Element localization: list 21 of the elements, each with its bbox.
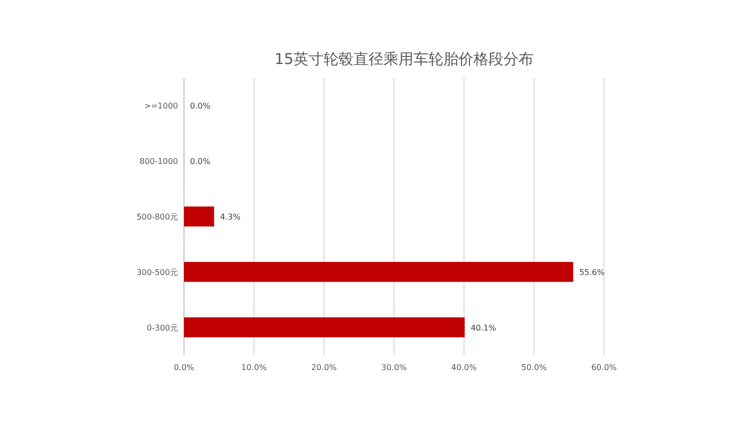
x-tick-label: 50.0% bbox=[521, 363, 548, 372]
y-tick-label: 300-500元 bbox=[136, 268, 178, 277]
data-label: 0.0% bbox=[190, 157, 211, 166]
x-tick-label: 30.0% bbox=[381, 363, 408, 372]
chart-title: 15英寸轮毂直径乘用车轮胎价格段分布 bbox=[274, 50, 534, 68]
y-tick-label: 800-1000 bbox=[139, 157, 178, 166]
data-label: 55.6% bbox=[579, 268, 606, 277]
data-label: 0.0% bbox=[190, 102, 211, 111]
bar bbox=[184, 317, 465, 338]
y-tick-label: 0-300元 bbox=[146, 323, 178, 332]
x-tick-label: 40.0% bbox=[451, 363, 478, 372]
x-tick-label: 20.0% bbox=[311, 363, 338, 372]
data-label: 4.3% bbox=[220, 212, 241, 222]
data-label: 40.1% bbox=[470, 323, 497, 332]
bar bbox=[184, 206, 214, 226]
y-tick-label: 500-800元 bbox=[136, 212, 178, 222]
x-tick-label: 10.0% bbox=[241, 363, 268, 372]
y-tick-label: >=1000 bbox=[144, 102, 178, 111]
x-tick-label: 0.0% bbox=[174, 363, 195, 372]
x-tick-label: 60.0% bbox=[591, 363, 618, 372]
bar bbox=[184, 262, 574, 282]
